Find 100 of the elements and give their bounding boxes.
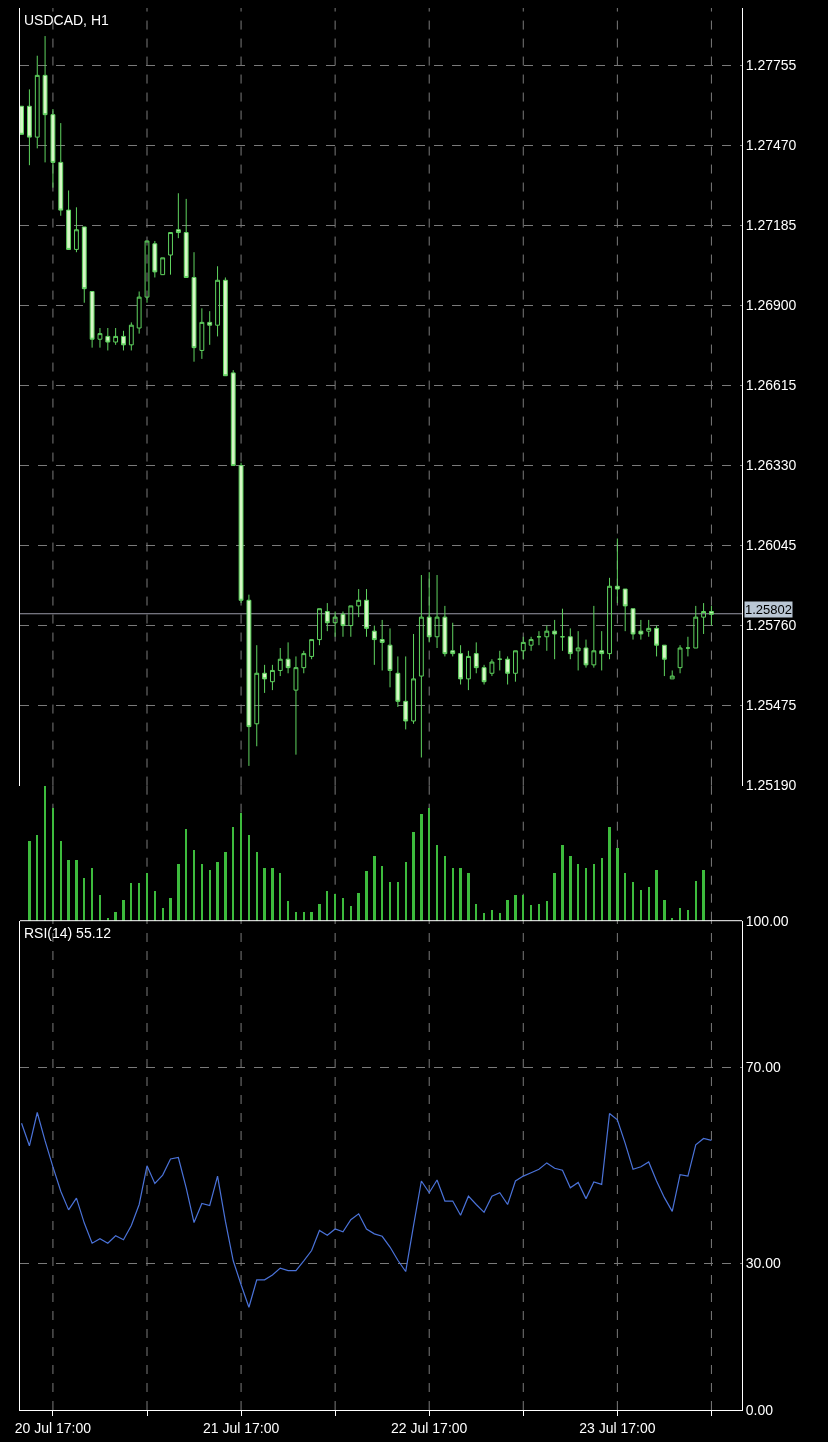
bar — [585, 867, 587, 921]
candlestick — [505, 655, 511, 685]
candlestick — [434, 574, 440, 649]
candlestick — [379, 619, 385, 671]
candlestick — [669, 669, 675, 680]
y-tick-label: 30.00 — [745, 1255, 782, 1272]
candlestick — [58, 122, 64, 217]
candlestick — [677, 644, 683, 674]
candlestick — [309, 639, 315, 660]
candlestick — [607, 577, 612, 660]
x-tick-label: 23 Jul 17:00 — [579, 1419, 656, 1436]
candlestick — [544, 625, 550, 652]
bar — [679, 907, 681, 921]
bar — [67, 859, 70, 921]
chart-title: RSI(14) 55.12 — [24, 925, 112, 941]
candlestick — [66, 189, 72, 250]
bar — [36, 834, 38, 921]
bar — [350, 905, 352, 921]
candlestick — [395, 655, 401, 708]
candlestick — [599, 630, 605, 671]
bar — [530, 904, 532, 921]
candlestick — [340, 611, 346, 638]
candlestick — [403, 655, 409, 730]
bar — [209, 869, 211, 921]
candlestick — [693, 605, 699, 649]
candlestick — [277, 647, 283, 677]
bar — [201, 863, 203, 921]
y-tick-label: 1.26045 — [745, 537, 797, 554]
bar — [467, 872, 470, 921]
candlestick — [442, 605, 448, 657]
candlestick — [371, 625, 377, 666]
candlestick — [513, 650, 518, 683]
bar — [357, 892, 360, 921]
candlestick — [567, 627, 573, 660]
bar — [491, 909, 493, 921]
candlestick — [332, 611, 338, 638]
bar — [177, 863, 180, 921]
candlestick — [246, 594, 252, 767]
candlestick — [285, 641, 291, 674]
candlestick — [489, 658, 495, 677]
candlestick — [630, 608, 636, 641]
bar — [318, 903, 321, 921]
bar — [193, 849, 195, 921]
y-tick-label: 0.00 — [745, 1401, 774, 1418]
candlestick — [622, 588, 628, 632]
candlestick — [552, 619, 558, 660]
bar — [224, 851, 227, 921]
bar — [99, 894, 101, 921]
candlestick — [270, 664, 275, 691]
candlestick — [97, 327, 103, 349]
bar — [232, 826, 234, 921]
bar — [452, 867, 454, 921]
bar — [553, 872, 556, 921]
candlestick — [50, 108, 56, 189]
candlestick — [160, 257, 166, 276]
candlestick — [356, 588, 362, 618]
bar — [138, 882, 140, 921]
candlestick — [364, 588, 369, 638]
bar — [632, 881, 634, 921]
candlestick — [293, 655, 299, 756]
candlestick — [144, 240, 150, 304]
bar — [546, 900, 548, 921]
chart-title: USDCAD, H1 — [24, 12, 110, 28]
bar — [185, 828, 187, 921]
candlestick — [230, 369, 236, 467]
bar — [389, 881, 391, 921]
candlestick — [324, 602, 330, 632]
bar — [83, 877, 85, 921]
candlestick — [646, 619, 652, 638]
bar — [663, 899, 666, 921]
x-tick-label: 22 Jul 17:00 — [391, 1419, 468, 1436]
line-series — [20, 1111, 713, 1308]
bar — [365, 870, 368, 921]
bar — [569, 855, 572, 921]
bar — [334, 893, 336, 921]
bar — [475, 903, 477, 921]
candlestick — [387, 627, 393, 688]
candlestick — [121, 330, 126, 351]
bar — [436, 844, 438, 921]
candlestick — [560, 608, 565, 652]
candlestick — [661, 644, 667, 677]
bar — [154, 890, 156, 921]
candlestick — [520, 636, 526, 660]
candlestick — [701, 602, 707, 635]
bar — [28, 840, 31, 921]
ref-line-label: 1.25802 — [745, 602, 792, 617]
bar — [459, 867, 462, 921]
bar — [624, 872, 626, 921]
y-tick-label: 100.00 — [745, 912, 789, 929]
candlestick — [89, 291, 95, 349]
bar — [420, 813, 423, 921]
bar — [601, 857, 603, 921]
candlestick — [105, 327, 111, 351]
bar — [122, 899, 125, 921]
bar — [91, 867, 93, 921]
bar — [162, 907, 164, 921]
candlestick — [191, 251, 197, 363]
candlestick — [411, 633, 416, 725]
candlestick — [207, 310, 213, 346]
bar — [75, 859, 78, 921]
